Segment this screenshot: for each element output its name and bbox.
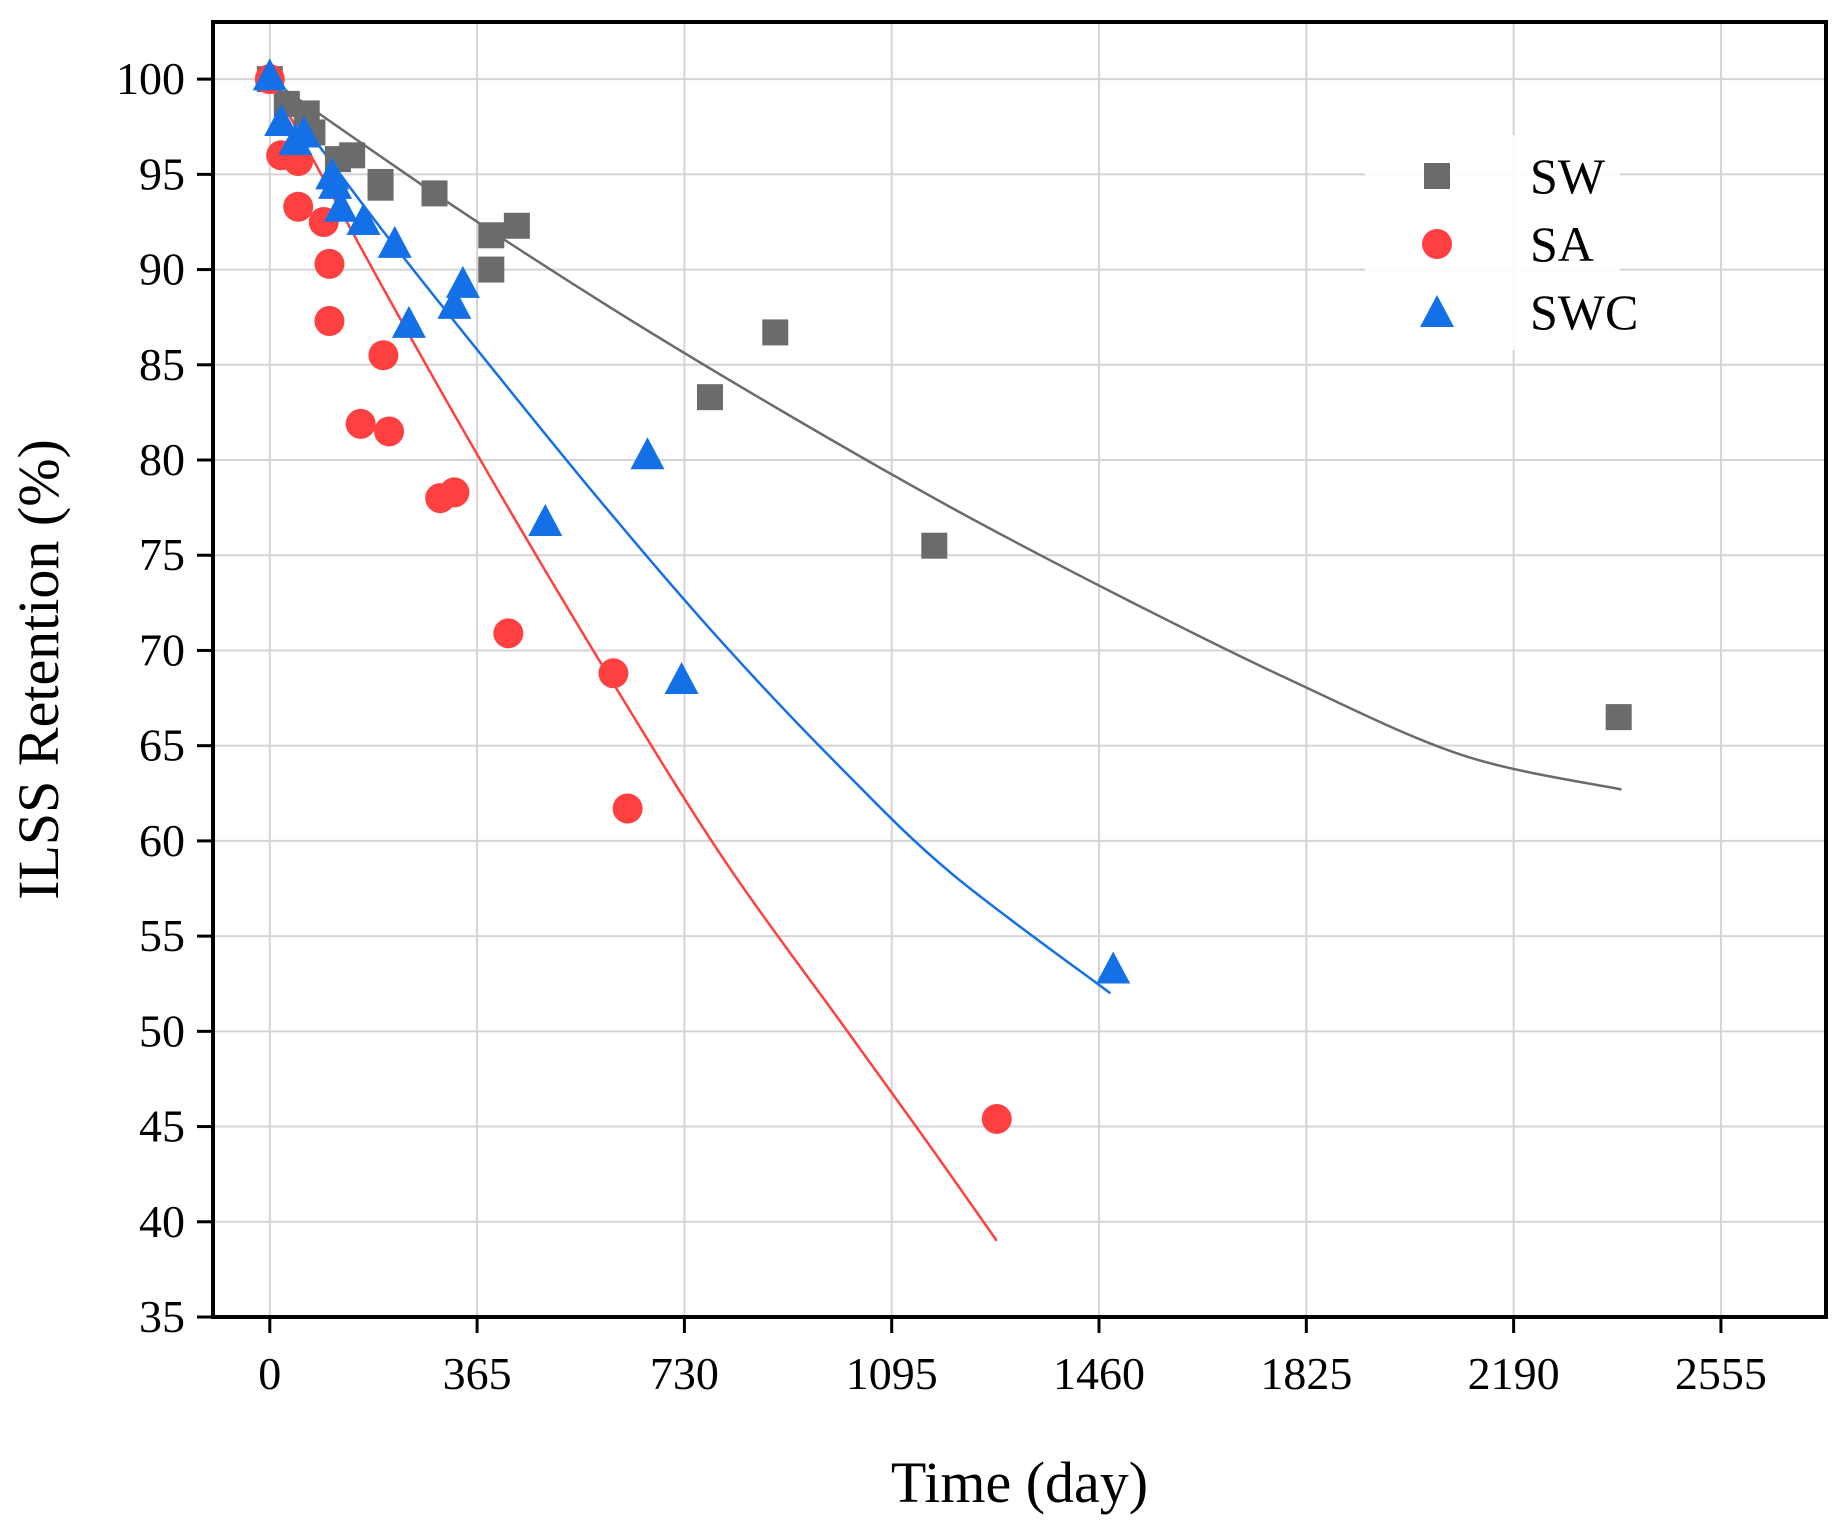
y-tick-label: 75 [139,529,185,580]
swc-data-point [318,166,353,199]
x-tick-label: 730 [650,1348,719,1399]
y-tick-label: 55 [139,910,185,961]
swc-data-point [391,305,426,338]
sa-data-point [368,340,399,371]
sw-data-point [421,180,448,207]
x-tick-label: 365 [443,1348,512,1399]
y-tick-label: 95 [139,148,185,199]
sw-data-point [1605,704,1632,731]
legend-marker-sa [1422,229,1452,259]
sw-data-point [696,384,723,411]
swc-data-point [445,265,480,298]
swc-data-point [323,189,358,222]
y-tick-label: 35 [139,1291,185,1342]
data-points [252,58,1632,1134]
legend-label-sw: SW [1530,148,1606,204]
y-tick-label: 70 [139,624,185,675]
axis-ticks: 0 365 730 1095 1460 1825 2190 2555 35 40 45 50 55 60 6… [116,53,1767,1399]
sw-data-point [503,212,530,239]
swc-data-point [664,662,699,695]
y-tick-label: 60 [139,815,185,866]
sw-data-point [478,256,505,283]
x-tick-label: 0 [258,1348,281,1399]
x-tick-label: 2555 [1675,1348,1767,1399]
sa-data-point [598,658,629,689]
swc-data-point [1096,951,1131,984]
legend-marker-sw [1424,163,1450,189]
sa-data-point [439,477,470,508]
sa-data-point [612,793,643,824]
grid-lines [213,22,1826,1318]
sw-data-point [762,319,789,346]
sa-data-point [493,618,524,649]
swc-data-point [528,503,563,536]
y-tick-label: 40 [139,1196,185,1247]
swc-data-point [286,115,321,148]
swc-data-point [377,225,412,258]
swc-data-point [346,203,381,236]
sa-data-point [345,408,376,439]
sa-data-point [314,248,345,279]
swc-data-point [264,104,299,137]
sa-fit-curve [268,78,998,1242]
x-tick-label: 1825 [1260,1348,1352,1399]
sw-data-point [921,532,948,559]
sa-data-point [314,305,345,336]
x-axis-title: Time (day) [891,1450,1148,1515]
swc-data-point [252,58,287,91]
swc-fit-curve [268,78,1112,995]
legend: SW SA SWC [1365,135,1638,350]
x-tick-label: 2190 [1468,1348,1560,1399]
x-tick-label: 1095 [846,1348,938,1399]
y-tick-label: 100 [116,53,185,104]
legend-marker-swc [1420,295,1454,327]
y-tick-label: 50 [139,1005,185,1056]
sa-data-point [981,1103,1012,1134]
swc-data-point [437,286,472,319]
y-tick-label: 80 [139,434,185,485]
y-tick-label: 85 [139,339,185,390]
y-tick-label: 65 [139,720,185,771]
swc-data-point [630,437,665,470]
sa-data-point [374,416,405,447]
sw-data-point [367,174,394,201]
sw-data-point [339,142,366,169]
legend-label-sa: SA [1530,216,1594,272]
y-tick-label: 45 [139,1101,185,1152]
plot-frame [211,20,1828,1319]
sw-data-point [478,222,505,249]
y-axis-title: ILSS Retention (%) [6,439,71,900]
x-tick-label: 1460 [1053,1348,1145,1399]
y-tick-label: 90 [139,244,185,295]
legend-label-swc: SWC [1530,284,1638,340]
legend-background [1365,135,1620,350]
sa-data-point [283,191,314,222]
